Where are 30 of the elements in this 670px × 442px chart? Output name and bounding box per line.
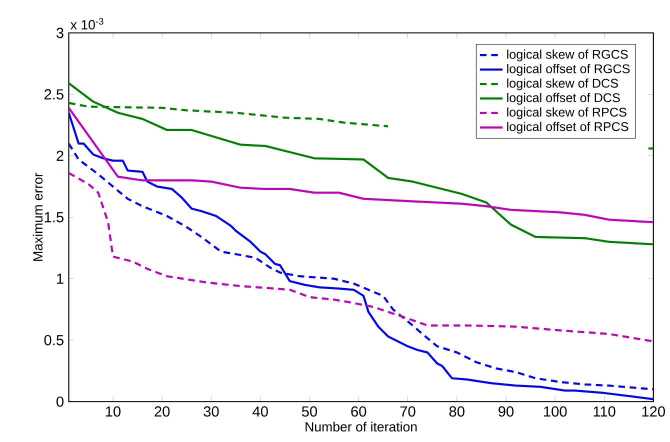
legend-label: logical offset of DCS: [507, 92, 620, 104]
x-tick-label: 90: [498, 406, 514, 416]
legend-label: logical skew of RGCS: [507, 49, 628, 62]
legend-label: logical offset of RPCS: [507, 122, 628, 134]
y-tick-label: 1: [57, 273, 64, 284]
y-tick-label: 2.5: [44, 88, 64, 100]
x-tick-label: 10: [106, 406, 121, 416]
x-tick-label: 100: [544, 406, 567, 416]
legend-label: logical skew of RPCS: [507, 107, 626, 119]
x-tick-label: 80: [449, 406, 464, 416]
x-tick-label: 50: [302, 406, 318, 416]
text: x 10$^{-3}$: [70, 18, 104, 30]
legend-label: logical skew of DCS: [507, 78, 618, 90]
y-tick-label: 1.5: [44, 212, 64, 222]
x-tick-label: 120: [642, 406, 665, 416]
x-tick-label: 60: [351, 406, 366, 416]
legend-label: logical offset of RGCS: [507, 64, 630, 76]
y-tick-label: 0: [56, 396, 64, 407]
y-tick-label: 3: [56, 28, 64, 38]
y-axis-title: Maximum error: [32, 172, 43, 261]
x-tick-label: 30: [204, 406, 219, 416]
line-series: [68, 172, 654, 342]
x-tick-label: 40: [252, 406, 268, 416]
x-tick-label: 20: [154, 406, 170, 416]
x-tick-label: 70: [400, 406, 416, 416]
x-tick-label: 110: [594, 406, 616, 416]
y-tick-label: 0.5: [44, 334, 64, 346]
y-tick-label: 2: [56, 150, 64, 161]
line-series: [68, 106, 654, 224]
x-axis-title: Number of iteration: [306, 422, 417, 432]
